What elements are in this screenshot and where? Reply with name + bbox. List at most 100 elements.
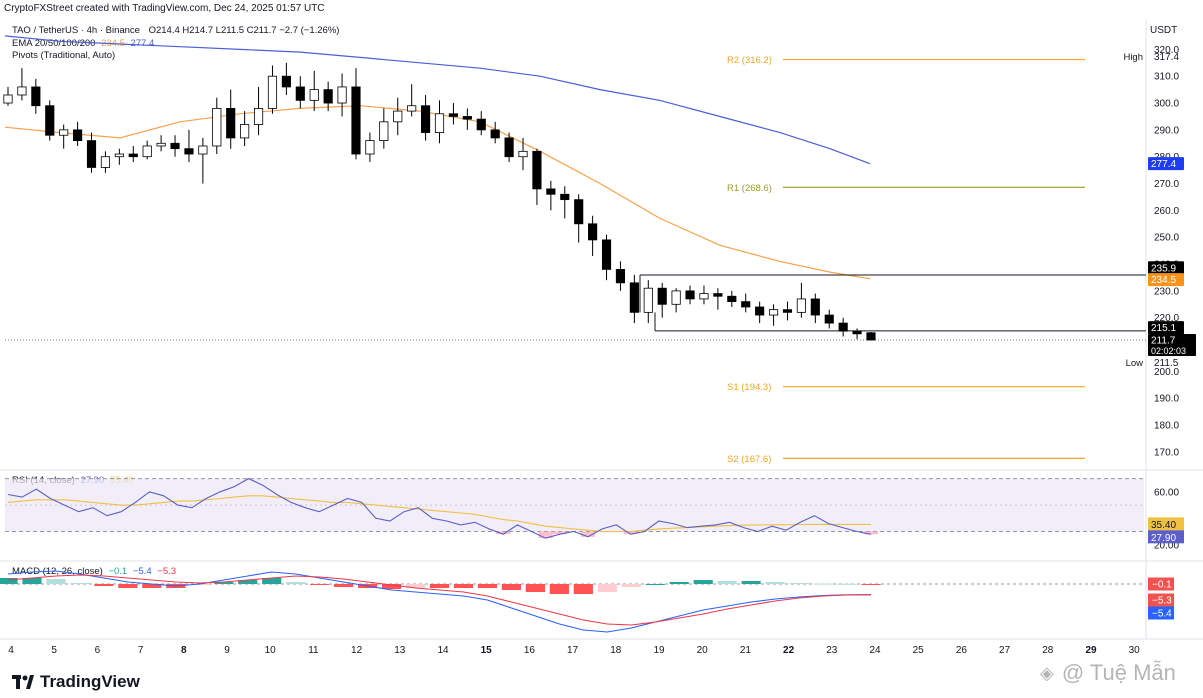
candle-body xyxy=(114,153,124,158)
x-tick-label: 25 xyxy=(913,645,925,656)
x-tick-label: 15 xyxy=(481,645,493,656)
macd-histogram-bar xyxy=(837,583,857,585)
candle-body xyxy=(170,142,180,150)
candle-body xyxy=(518,150,528,158)
pivots-legend[interactable]: Pivots (Traditional, Auto) xyxy=(12,50,115,61)
candle-body xyxy=(755,306,765,316)
rsi-line xyxy=(7,477,872,539)
candle-body xyxy=(365,140,375,155)
macd-histogram-bar xyxy=(405,584,426,588)
symbol-legend[interactable]: TAO / TetherUS · 4h · Binance O214.4 H21… xyxy=(12,25,339,36)
candle-body xyxy=(421,105,431,133)
macd-histogram-bar xyxy=(46,579,66,584)
x-tick-label: 5 xyxy=(51,645,57,656)
macd-tag: −0.1 xyxy=(1152,580,1172,591)
x-tick-label: 6 xyxy=(95,645,101,656)
candle-body xyxy=(546,188,556,195)
candle-body xyxy=(73,129,83,142)
candle-body xyxy=(267,75,278,109)
candle-body xyxy=(560,193,570,201)
x-tick-label: 30 xyxy=(1129,645,1141,656)
candle-body xyxy=(142,145,152,158)
candle-body xyxy=(407,105,417,112)
tradingview-logo-icon xyxy=(12,675,34,689)
x-tick-label: 16 xyxy=(524,645,536,656)
macd-histogram-bar xyxy=(525,584,545,592)
candle-body xyxy=(240,124,250,139)
last-price-tag: 211.7 xyxy=(1151,335,1176,346)
candle-body xyxy=(685,290,695,300)
candle-body xyxy=(393,110,403,123)
macd-histogram-bar xyxy=(214,582,234,584)
macd-line xyxy=(7,570,871,633)
macd-tag-bg xyxy=(1148,577,1174,591)
ema-200-line xyxy=(4,35,871,165)
macd-histogram-bar xyxy=(118,584,138,588)
x-tick-label: 20 xyxy=(697,645,709,656)
candle-body xyxy=(796,298,806,313)
candle-body xyxy=(337,86,347,104)
rsi-ma-line xyxy=(7,495,871,533)
candle-body xyxy=(226,108,236,139)
candle-body xyxy=(615,269,626,284)
candle-body xyxy=(768,309,779,316)
candle-body xyxy=(629,282,639,313)
x-tick-label: 10 xyxy=(265,645,277,656)
y-tick-label: 310.0 xyxy=(1154,72,1179,83)
y-tick-label: 300.0 xyxy=(1154,99,1179,110)
candle-body xyxy=(741,301,751,308)
macd-histogram-bar xyxy=(0,578,18,584)
x-tick-label: 24 xyxy=(869,645,881,656)
x-tick-label: 4 xyxy=(8,645,14,656)
ohlc-values: O214.4 H214.7 L211.5 C211.7 −2.7 (−1.26%… xyxy=(148,25,340,36)
rsi-ma-tag-bg xyxy=(1148,517,1184,531)
watermark-icon: ◈ xyxy=(1040,662,1054,683)
ema-50-tag: 234.5 xyxy=(1151,275,1176,286)
symbol-name: TAO / TetherUS · 4h · Binance xyxy=(12,25,140,36)
rsi-tick-label: 60.00 xyxy=(1154,487,1179,498)
macd-signal-value: −5.3 xyxy=(157,566,177,577)
x-tick-label: 14 xyxy=(437,645,449,656)
high-value: 317.4 xyxy=(1154,52,1179,63)
candle-body xyxy=(323,89,333,104)
high-label: High xyxy=(1123,52,1143,63)
tradingview-logo: TradingView xyxy=(12,672,140,692)
macd-histogram-bar xyxy=(142,584,162,588)
x-tick-label: 23 xyxy=(826,645,838,656)
ema-label: EMA 20/50/100/200 xyxy=(12,38,96,49)
y-tick-label: 200.0 xyxy=(1154,367,1179,378)
candle-body xyxy=(671,290,681,305)
pivots-label: Pivots (Traditional, Auto) xyxy=(12,50,116,61)
macd-histogram-bar xyxy=(717,581,737,584)
ema-50-tag-bg xyxy=(1148,273,1184,287)
watermark-text: @ Tuệ Mẫn xyxy=(1061,660,1176,685)
macd-histogram-bar xyxy=(741,581,761,584)
y-tick-label: 190.0 xyxy=(1154,394,1179,405)
x-tick-label: 11 xyxy=(308,645,319,656)
candle-body xyxy=(713,293,723,297)
rsi-ma-tag: 35.40 xyxy=(1151,520,1176,531)
watermark: ◈ @ Tuệ Mẫn xyxy=(1040,660,1176,686)
macd-histogram-bar xyxy=(453,584,474,588)
candle-body xyxy=(657,287,667,305)
candle-body xyxy=(156,142,166,147)
macd-histogram-bar xyxy=(310,584,330,585)
macd-histogram-bar xyxy=(477,584,498,588)
candle-body xyxy=(462,116,472,120)
x-tick-label: 19 xyxy=(653,645,665,656)
y-tick-label: 290.0 xyxy=(1154,125,1179,136)
macd-hist-value: −0.1 xyxy=(108,566,128,577)
candle-body xyxy=(351,86,361,155)
macd-histogram-bar xyxy=(693,580,713,584)
candle-body xyxy=(295,86,305,101)
x-tick-label: 27 xyxy=(999,645,1011,656)
macd-histogram-bar xyxy=(70,583,90,584)
y-tick-label: 170.0 xyxy=(1154,447,1179,458)
macd-histogram-bar xyxy=(334,584,354,587)
ema-200-value: 277.4 xyxy=(130,38,155,49)
candle-body xyxy=(198,145,208,155)
macd-histogram-bar xyxy=(286,582,306,584)
low-value: 211.5 xyxy=(1154,358,1179,369)
macd-histogram-bar xyxy=(669,582,689,584)
